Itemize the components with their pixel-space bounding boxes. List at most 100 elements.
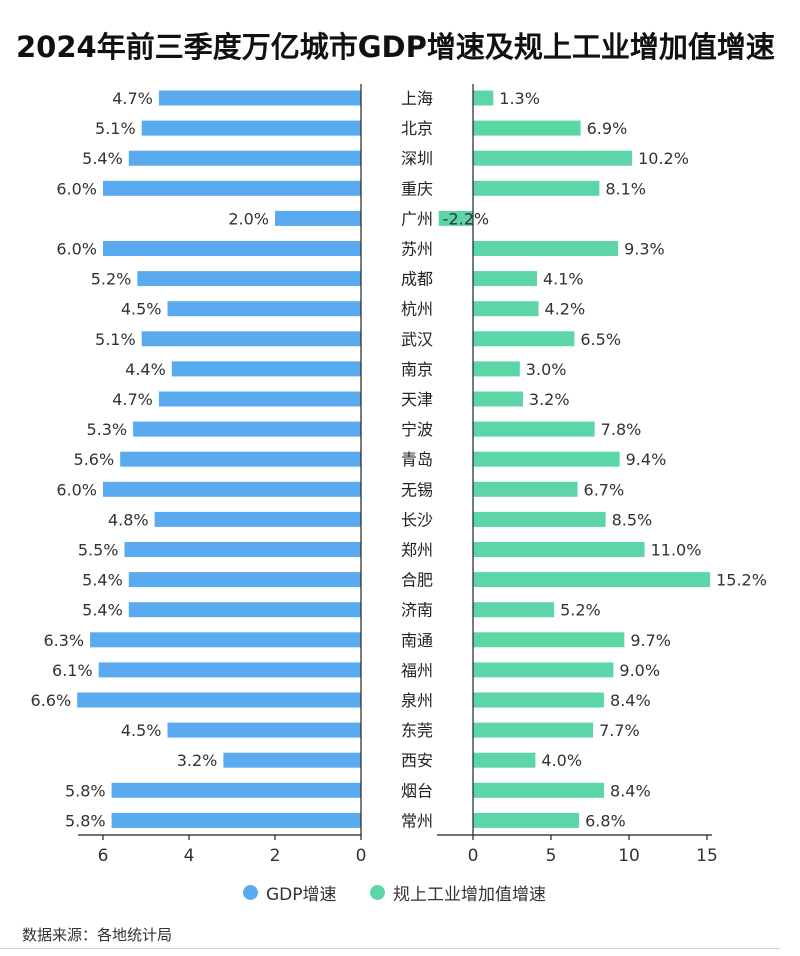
data-source: 数据来源：各地统计局 <box>22 926 173 944</box>
gdp-value-label-0: 4.7% <box>112 89 153 108</box>
right-tick-label-1: 5 <box>546 846 557 866</box>
city-label-17: 济南 <box>401 601 433 620</box>
gdp-bar-11 <box>133 421 361 437</box>
gdp-value-label-10: 4.7% <box>112 390 153 409</box>
gdp-bar-7 <box>167 301 361 317</box>
city-label-10: 天津 <box>401 390 433 409</box>
gdp-bar-17 <box>128 602 361 618</box>
right-tick-label-0: 0 <box>468 846 479 866</box>
city-label-19: 福州 <box>401 661 433 680</box>
left-tick-label-0: 6 <box>98 846 109 866</box>
industry-bar-1 <box>473 120 581 136</box>
industry-bar-11 <box>473 421 595 437</box>
city-label-0: 上海 <box>401 89 433 108</box>
industry-value-label-19: 9.0% <box>619 661 660 680</box>
gdp-bar-14 <box>154 511 361 527</box>
industry-value-label-20: 8.4% <box>610 691 651 710</box>
gdp-value-label-8: 5.1% <box>95 330 136 349</box>
industry-value-label-6: 4.1% <box>543 270 584 289</box>
gdp-value-label-12: 5.6% <box>74 450 115 469</box>
industry-value-label-24: 6.8% <box>585 811 626 830</box>
city-label-8: 武汉 <box>401 330 433 349</box>
industry-bar-21 <box>473 722 594 738</box>
industry-bar-3 <box>473 180 600 196</box>
gdp-bar-24 <box>111 812 361 828</box>
industry-value-label-22: 4.0% <box>541 751 582 770</box>
city-label-1: 北京 <box>401 119 433 138</box>
gdp-bar-20 <box>77 692 361 708</box>
industry-value-label-11: 7.8% <box>601 420 642 439</box>
gdp-value-label-19: 6.1% <box>52 661 93 680</box>
gdp-value-label-3: 6.0% <box>56 179 97 198</box>
right-tick-label-2: 10 <box>618 846 640 866</box>
city-label-6: 成都 <box>401 270 433 289</box>
industry-bar-9 <box>473 361 520 377</box>
gdp-bar-13 <box>103 481 361 497</box>
gdp-bars: 4.7% 5.1% 5.4% 6.0% 2.0% 6.0% 5.2% 4.5% 5.1% 4.4%… <box>31 89 361 830</box>
gdp-bar-9 <box>171 361 361 377</box>
gdp-value-label-21: 4.5% <box>121 721 162 740</box>
gdp-value-label-13: 6.0% <box>56 480 97 499</box>
gdp-bar-1 <box>141 120 361 136</box>
gdp-value-label-15: 5.5% <box>78 541 119 560</box>
gdp-bar-23 <box>111 782 361 798</box>
gdp-value-label-5: 6.0% <box>56 240 97 259</box>
industry-value-label-0: 1.3% <box>499 89 540 108</box>
city-labels: 上海北京深圳重庆广州苏州成都杭州武汉南京天津宁波青岛无锡长沙郑州合肥济南南通福州… <box>401 89 433 830</box>
industry-value-label-9: 3.0% <box>526 360 567 379</box>
gdp-bar-10 <box>158 391 361 407</box>
industry-value-label-21: 7.7% <box>599 721 640 740</box>
diverging-bar-chart: 4.7% 5.1% 5.4% 6.0% 2.0% 6.0% 5.2% 4.5% 5.1% 4.4%… <box>31 84 767 866</box>
city-label-5: 苏州 <box>401 240 433 259</box>
industry-bar-14 <box>473 511 606 527</box>
gdp-bar-0 <box>158 90 361 106</box>
gdp-value-label-18: 6.3% <box>43 631 84 650</box>
gdp-value-label-11: 5.3% <box>86 420 127 439</box>
left-tick-label-2: 2 <box>270 846 281 866</box>
city-label-16: 合肥 <box>401 571 433 590</box>
city-label-14: 长沙 <box>401 510 433 529</box>
industry-bar-22 <box>473 752 536 768</box>
city-label-20: 泉州 <box>401 691 433 710</box>
industry-value-label-4: -2.2% <box>443 209 489 228</box>
industry-value-label-3: 8.1% <box>605 179 646 198</box>
industry-bar-12 <box>473 451 620 467</box>
industry-value-label-10: 3.2% <box>529 390 570 409</box>
gdp-value-label-23: 5.8% <box>65 781 106 800</box>
gdp-bar-15 <box>124 542 361 557</box>
city-label-13: 无锡 <box>401 480 433 499</box>
industry-bar-13 <box>473 481 578 497</box>
gdp-value-label-20: 6.6% <box>31 691 72 710</box>
gdp-value-label-24: 5.8% <box>65 811 106 830</box>
legend-gdp: GDP增速 <box>243 880 337 905</box>
industry-bar-10 <box>473 391 523 407</box>
city-label-11: 宁波 <box>401 420 433 439</box>
city-label-7: 杭州 <box>401 300 433 319</box>
gdp-bar-16 <box>128 572 361 588</box>
city-label-15: 郑州 <box>401 541 433 560</box>
industry-bar-4 <box>438 210 473 226</box>
industry-value-label-13: 6.7% <box>584 480 625 499</box>
city-label-3: 重庆 <box>401 179 433 198</box>
industry-bar-19 <box>473 662 614 678</box>
industry-value-label-7: 4.2% <box>545 300 586 319</box>
industry-value-label-14: 8.5% <box>612 510 653 529</box>
legend-industry-swatch <box>370 885 385 900</box>
industry-value-label-17: 5.2% <box>560 601 601 620</box>
industry-bar-16 <box>473 572 711 588</box>
gdp-bar-5 <box>103 241 361 256</box>
city-label-2: 深圳 <box>401 149 433 168</box>
industry-bar-23 <box>473 782 605 798</box>
industry-value-label-12: 9.4% <box>626 450 667 469</box>
gdp-bar-3 <box>103 180 361 196</box>
gdp-bar-21 <box>167 722 361 738</box>
city-label-12: 青岛 <box>401 450 433 469</box>
gdp-value-label-1: 5.1% <box>95 119 136 138</box>
gdp-bar-6 <box>137 271 361 287</box>
city-label-23: 烟台 <box>401 781 433 800</box>
industry-value-label-1: 6.9% <box>587 119 628 138</box>
industry-bar-20 <box>473 692 605 708</box>
city-label-18: 南通 <box>401 631 433 650</box>
industry-bar-6 <box>473 271 537 287</box>
bottom-divider <box>0 948 780 949</box>
